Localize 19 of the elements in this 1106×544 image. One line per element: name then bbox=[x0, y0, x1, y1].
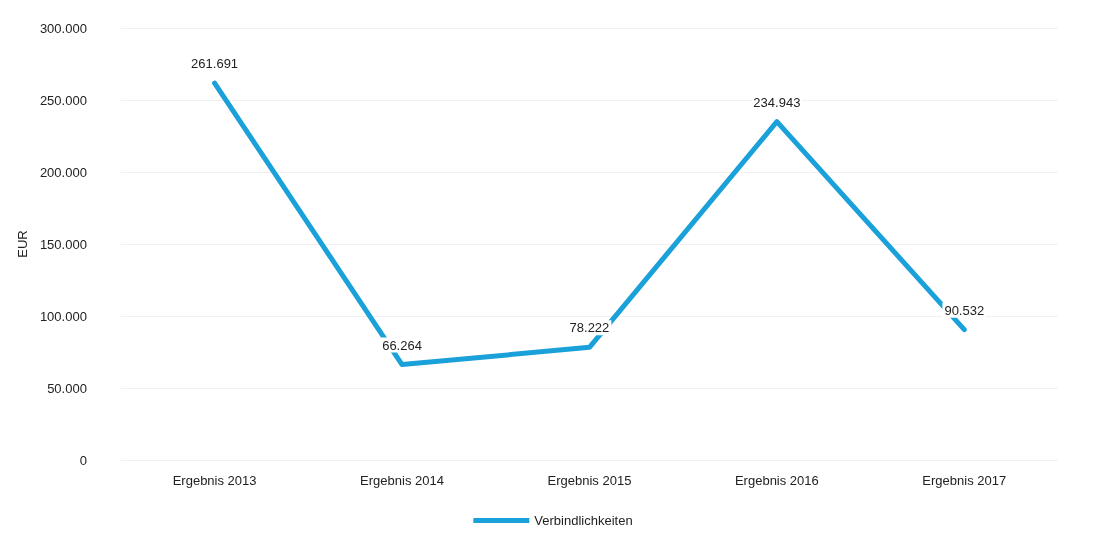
x-tick-label: Ergebnis 2013 bbox=[172, 473, 257, 488]
y-tick-label: 100.000 bbox=[39, 308, 87, 324]
data-label: 66.264 bbox=[382, 337, 422, 353]
y-axis-title: EUR bbox=[15, 230, 30, 258]
data-label: 234.943 bbox=[753, 94, 801, 110]
legend-label: Verbindlichkeiten bbox=[534, 513, 633, 528]
data-label: 90.532 bbox=[944, 302, 985, 318]
data-label: 78.222 bbox=[569, 320, 610, 336]
x-tick-label: Ergebnis 2014 bbox=[360, 473, 444, 488]
y-tick-label: 300.000 bbox=[39, 20, 87, 36]
y-tick-label: 0 bbox=[79, 452, 87, 468]
y-tick-label: 50.000 bbox=[47, 380, 87, 396]
x-tick-label: Ergebnis 2017 bbox=[922, 473, 1007, 488]
x-tick-label: Ergebnis 2016 bbox=[734, 473, 819, 488]
y-tick-label: 150.000 bbox=[39, 236, 87, 252]
data-label: 261.691 bbox=[191, 56, 239, 72]
y-tick-label: 200.000 bbox=[39, 164, 87, 180]
x-tick-label: Ergebnis 2015 bbox=[547, 473, 632, 488]
y-tick-label: 250.000 bbox=[39, 92, 87, 108]
